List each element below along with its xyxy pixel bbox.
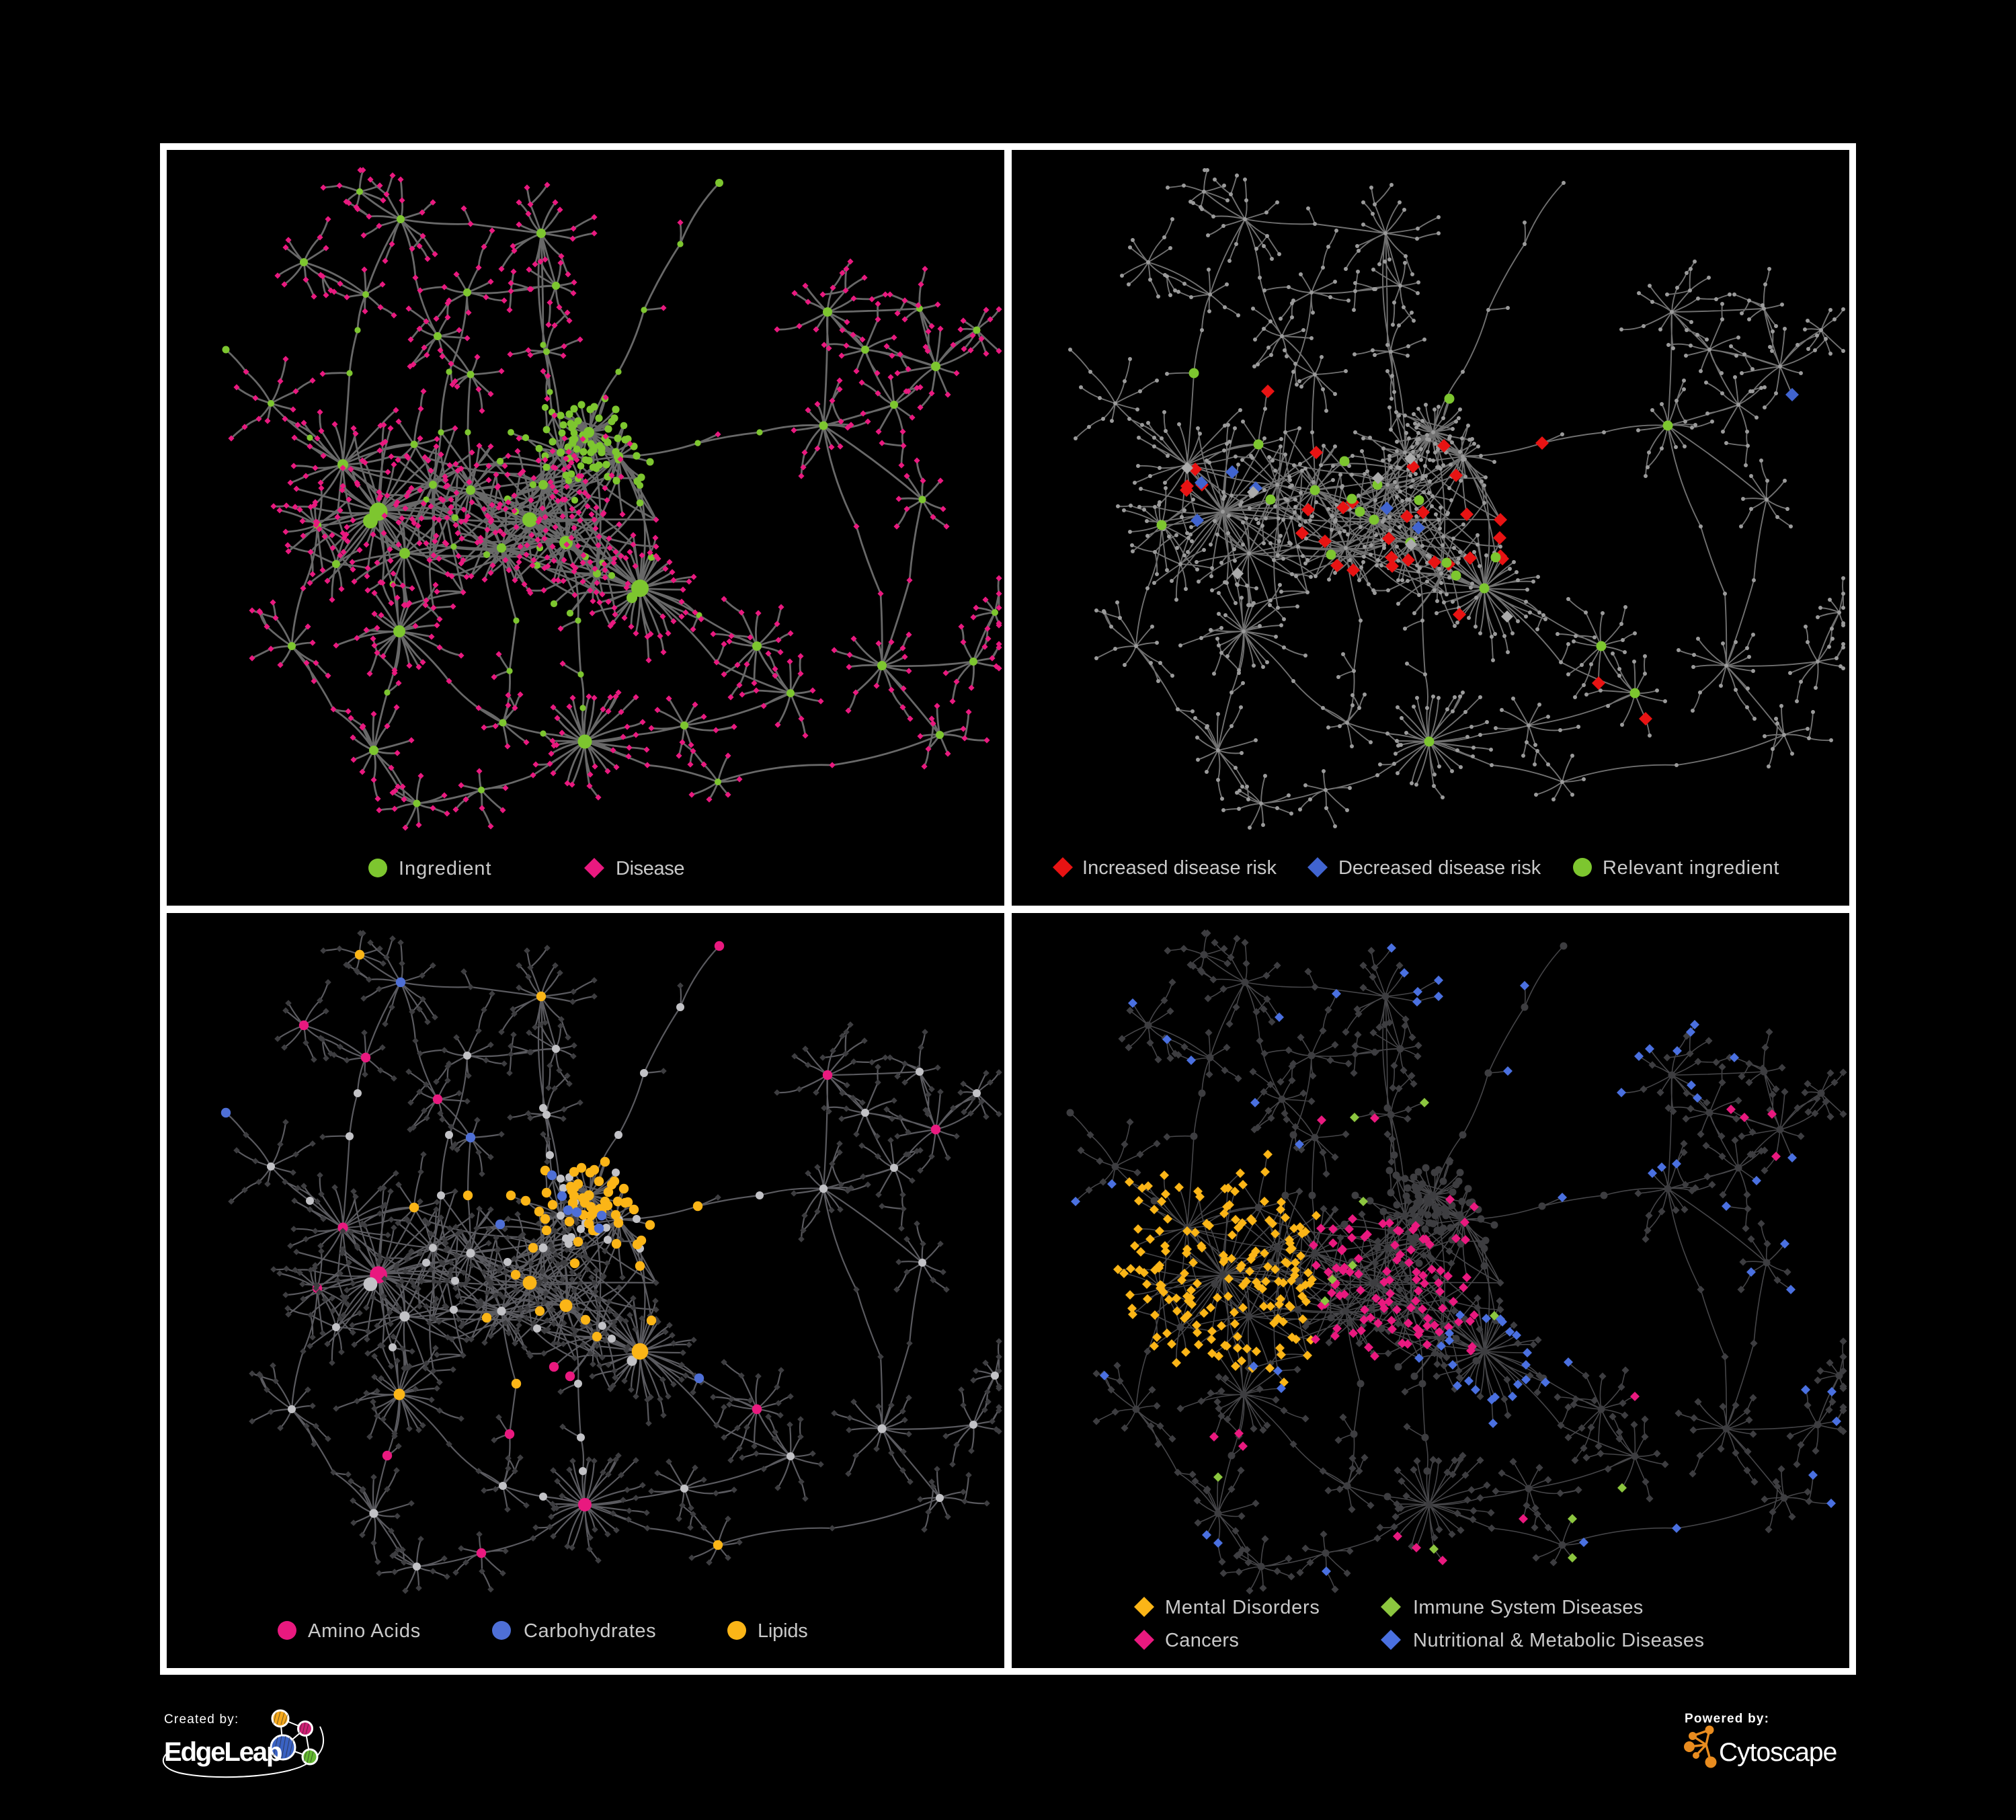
svg-text:Amino Acids: Amino Acids — [308, 1620, 421, 1642]
svg-text:Powered by:: Powered by: — [1685, 1712, 1769, 1726]
svg-text:Relevant ingredient: Relevant ingredient — [1603, 857, 1779, 879]
svg-text:EdgeLeap: EdgeLeap — [164, 1737, 282, 1767]
svg-text:Lipids: Lipids — [758, 1620, 808, 1642]
svg-text:Cytoscape: Cytoscape — [1719, 1738, 1837, 1767]
svg-text:Ingredient: Ingredient — [399, 858, 492, 879]
svg-text:Disease: Disease — [616, 858, 684, 879]
svg-text:Cancers: Cancers — [1165, 1630, 1239, 1651]
svg-text:Carbohydrates: Carbohydrates — [524, 1620, 656, 1642]
svg-text:Created by:: Created by: — [164, 1712, 239, 1727]
svg-text:Mental Disorders: Mental Disorders — [1165, 1597, 1320, 1618]
svg-text:Immune System Diseases: Immune System Diseases — [1413, 1597, 1644, 1618]
svg-text:Nutritional & Metabolic Diseas: Nutritional & Metabolic Diseases — [1413, 1630, 1704, 1651]
svg-text:Increased disease risk: Increased disease risk — [1082, 857, 1277, 879]
svg-text:Decreased disease risk: Decreased disease risk — [1338, 857, 1541, 879]
